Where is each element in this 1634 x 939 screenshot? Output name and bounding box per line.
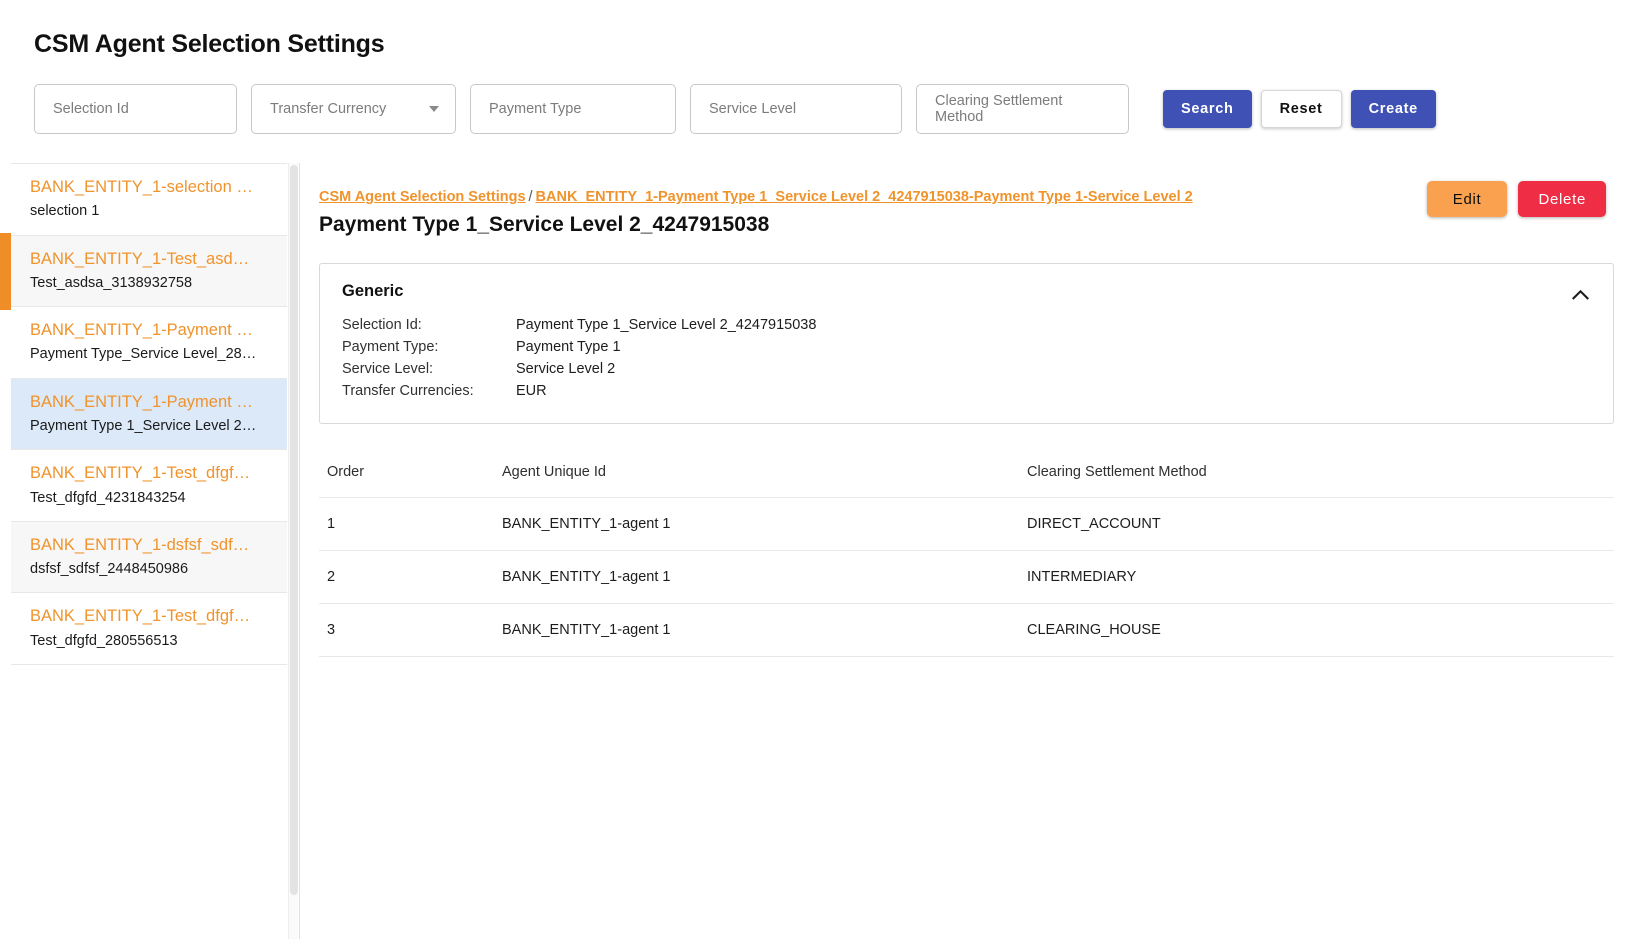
generic-field-value: EUR xyxy=(516,383,547,400)
search-input-payment-type[interactable]: Payment Type xyxy=(470,84,676,134)
sidebar-item-title: BANK_ENTITY_1-selection … xyxy=(30,178,253,196)
page-title: CSM Agent Selection Settings xyxy=(34,30,385,58)
breadcrumb: CSM Agent Selection Settings / BANK_ENTITY… xyxy=(319,189,1614,206)
service-level-placeholder: Service Level xyxy=(709,101,797,117)
sidebar-item-title: BANK_ENTITY_1-Test_dfgf… xyxy=(30,464,251,483)
generic-field-label: Selection Id: xyxy=(342,317,422,334)
cell-clearing-settlement-method: INTERMEDIARY xyxy=(1027,550,1614,604)
breadcrumb-current-link[interactable]: BANK_ENTITY_1-Payment Type 1_Service Lev… xyxy=(535,189,1193,205)
create-button[interactable]: Create xyxy=(1350,90,1436,128)
sidebar: BANK_ENTITY_1-selection … selection 1 BANK… xyxy=(0,163,300,939)
generic-field-value: Service Level 2 xyxy=(516,361,616,378)
breadcrumb-root-link[interactable]: CSM Agent Selection Settings xyxy=(319,189,526,205)
generic-field-label: Payment Type: xyxy=(342,339,439,356)
generic-field-value: Payment Type 1_Service Level 2_424791503… xyxy=(516,317,817,334)
delete-button[interactable]: Delete xyxy=(1518,181,1606,217)
agents-table: Order Agent Unique Id Clearing Settlemen… xyxy=(319,451,1614,657)
cell-order: 3 xyxy=(319,603,502,657)
generic-field-value: Payment Type 1 xyxy=(516,339,621,356)
search-button[interactable]: Search xyxy=(1163,90,1252,128)
sidebar-list-item[interactable]: BANK_ENTITY_1-selection … selection 1 xyxy=(11,164,287,236)
generic-card-heading: Generic xyxy=(342,282,404,301)
search-input-service-level[interactable]: Service Level xyxy=(690,84,902,134)
table-row[interactable]: 3 BANK_ENTITY_1-agent 1 CLEARING_HOUSE xyxy=(319,603,1614,657)
agents-table-body: 1 BANK_ENTITY_1-agent 1 DIRECT_ACCOUNT 2 BAN… xyxy=(319,497,1614,657)
generic-field-row: Transfer Currencies: EUR xyxy=(342,380,1591,402)
sidebar-item-title: BANK_ENTITY_1-dsfsf_sdf… xyxy=(30,535,250,554)
filter-bar: Selection Id Transfer Currency Payment T… xyxy=(34,84,1436,134)
sidebar-list-item[interactable]: BANK_ENTITY_1-Test_dfgf… Test_dfgfd_28055… xyxy=(11,593,287,665)
chevron-up-icon[interactable] xyxy=(1567,281,1593,307)
column-header-order: Order xyxy=(319,451,502,498)
sidebar-item-subtitle: Payment Type_Service Level_28… xyxy=(30,346,257,363)
cell-agent-unique-id: BANK_ENTITY_1-agent 1 xyxy=(502,497,1027,551)
sidebar-item-subtitle: Test_dfgfd_280556513 xyxy=(30,632,178,649)
agents-table-header-row: Order Agent Unique Id Clearing Settlemen… xyxy=(319,451,1614,498)
cell-order: 2 xyxy=(319,550,502,604)
sidebar-list-item[interactable]: BANK_ENTITY_1-Payment … Payment Type 1_Se… xyxy=(11,378,287,451)
sidebar-item-subtitle: selection 1 xyxy=(30,203,100,220)
generic-field-row: Payment Type: Payment Type 1 xyxy=(342,336,1591,358)
sidebar-list-item[interactable]: BANK_ENTITY_1-dsfsf_sdf… dsfsf_sdfsf_2448… xyxy=(11,521,287,594)
column-header-agent-unique-id: Agent Unique Id xyxy=(502,451,1027,498)
detail-panel: CSM Agent Selection Settings / BANK_ENTITY… xyxy=(301,163,1634,939)
selection-id-placeholder: Selection Id xyxy=(53,101,129,117)
column-header-clearing-settlement-method: Clearing Settlement Method xyxy=(1027,451,1614,498)
generic-field-label: Service Level: xyxy=(342,361,434,378)
sidebar-item-title: BANK_ENTITY_1-Payment … xyxy=(30,392,253,411)
select-transfer-currency[interactable]: Transfer Currency xyxy=(251,84,456,134)
sidebar-item-subtitle: dsfsf_sdfsf_2448450986 xyxy=(30,561,189,578)
generic-field-list: Selection Id: Payment Type 1_Service Leve… xyxy=(342,314,1591,402)
payment-type-placeholder: Payment Type xyxy=(489,101,582,117)
cell-clearing-settlement-method: CLEARING_HOUSE xyxy=(1027,603,1614,657)
table-row[interactable]: 1 BANK_ENTITY_1-agent 1 DIRECT_ACCOUNT xyxy=(319,497,1614,551)
sidebar-list-item[interactable]: BANK_ENTITY_1-Test_dfgf… Test_dfgfd_42318… xyxy=(11,450,287,522)
search-input-clearing-settlement-method[interactable]: Clearing Settlement Method xyxy=(916,84,1129,134)
header-button-group: Search Reset Create xyxy=(1163,90,1436,128)
generic-field-row: Service Level: Service Level 2 xyxy=(342,358,1591,380)
table-row[interactable]: 2 BANK_ENTITY_1-agent 1 INTERMEDIARY xyxy=(319,550,1614,604)
sidebar-scrollbar-accent[interactable] xyxy=(0,233,11,310)
reset-button[interactable]: Reset xyxy=(1260,90,1342,128)
cell-agent-unique-id: BANK_ENTITY_1-agent 1 xyxy=(502,603,1027,657)
sidebar-scrollbar-thumb[interactable] xyxy=(290,165,298,895)
sidebar-item-subtitle: Test_dfgfd_4231843254 xyxy=(30,489,186,506)
sidebar-item-title: BANK_ENTITY_1-Test_asd… xyxy=(30,249,250,268)
agents-table-head: Order Agent Unique Id Clearing Settlemen… xyxy=(319,451,1614,498)
sidebar-scrollbar-track[interactable] xyxy=(288,163,298,939)
breadcrumb-separator: / xyxy=(528,189,533,205)
sidebar-item-subtitle: Payment Type 1_Service Level 2… xyxy=(30,417,257,434)
transfer-currency-placeholder: Transfer Currency xyxy=(270,101,387,117)
clearing-settlement-method-placeholder: Clearing Settlement Method xyxy=(935,93,1063,125)
sidebar-list: BANK_ENTITY_1-selection … selection 1 BANK… xyxy=(11,163,287,665)
chevron-down-icon xyxy=(429,106,439,112)
detail-action-buttons: Edit Delete xyxy=(1426,181,1606,217)
cell-agent-unique-id: BANK_ENTITY_1-agent 1 xyxy=(502,550,1027,604)
search-input-selection-id[interactable]: Selection Id xyxy=(34,84,237,134)
generic-field-row: Selection Id: Payment Type 1_Service Leve… xyxy=(342,314,1591,336)
sidebar-item-title: BANK_ENTITY_1-Test_dfgf… xyxy=(30,607,251,626)
generic-field-label: Transfer Currencies: xyxy=(342,383,474,400)
cell-order: 1 xyxy=(319,497,502,551)
edit-button[interactable]: Edit xyxy=(1426,181,1508,217)
sidebar-item-subtitle: Test_asdsa_3138932758 xyxy=(30,274,193,291)
sidebar-item-title: BANK_ENTITY_1-Payment … xyxy=(30,321,253,340)
sidebar-list-item[interactable]: BANK_ENTITY_1-Test_asd… Test_asdsa_313893… xyxy=(11,235,287,308)
generic-card: Generic Selection Id: Payment Type 1_Serv… xyxy=(319,263,1614,424)
detail-header: CSM Agent Selection Settings / BANK_ENTITY… xyxy=(319,181,1614,237)
detail-title: Payment Type 1_Service Level 2_424791503… xyxy=(319,213,770,237)
cell-clearing-settlement-method: DIRECT_ACCOUNT xyxy=(1027,497,1614,551)
sidebar-list-item[interactable]: BANK_ENTITY_1-Payment … Payment Type_Serv… xyxy=(11,307,287,379)
